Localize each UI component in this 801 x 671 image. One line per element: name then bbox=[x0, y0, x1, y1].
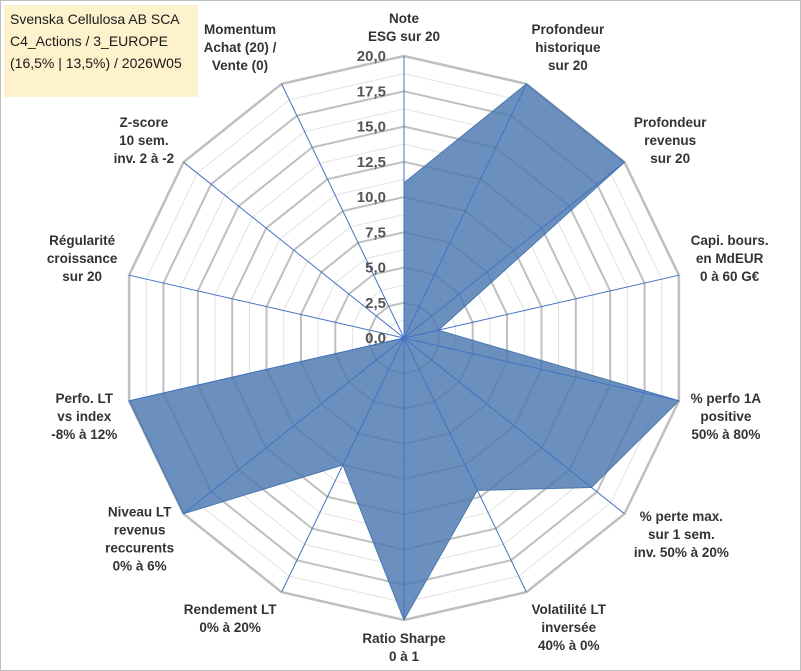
category-label-line: croissance bbox=[47, 251, 118, 266]
axis-spoke bbox=[403, 337, 527, 593]
axis-spoke bbox=[183, 337, 405, 515]
category-label-line: inv. 50% à 20% bbox=[634, 545, 729, 560]
category-label-line: Momentum bbox=[204, 22, 276, 37]
category-label: % perte max. sur 1 sem. inv. 50% à 20% bbox=[634, 509, 729, 560]
axis-spoke bbox=[403, 337, 680, 402]
category-label-line: Capi. bours. bbox=[691, 233, 769, 248]
category-label-line: 0 à 60 G€ bbox=[700, 269, 760, 284]
tick-label: 15,0 bbox=[357, 119, 386, 136]
category-label-line: sur 1 sem. bbox=[648, 527, 715, 542]
category-label-line: % perfo 1A bbox=[691, 391, 762, 406]
category-label-line: Perfo. LT bbox=[56, 391, 114, 406]
axis-spoke bbox=[128, 274, 405, 339]
category-label-line: 0% à 20% bbox=[199, 620, 261, 635]
category-label-line: Note bbox=[389, 11, 419, 26]
title-box: Svenska Cellulosa AB SCA C4_Actions / 3_… bbox=[4, 5, 198, 97]
axis-spoke bbox=[403, 161, 625, 339]
title-stats: (16,5% | 13,5%) / 2026W05 bbox=[10, 55, 182, 71]
category-label: Régularité croissance sur 20 bbox=[47, 233, 118, 284]
category-label-line: 0 à 1 bbox=[389, 649, 420, 664]
axis-spoke bbox=[403, 274, 680, 339]
category-label-line: 50% à 80% bbox=[691, 427, 760, 442]
category-label-line: positive bbox=[700, 409, 752, 424]
category-label-line: en MdEUR bbox=[696, 251, 764, 266]
category-label-line: historique bbox=[535, 40, 601, 55]
category-label-line: sur 20 bbox=[548, 58, 588, 73]
category-label: Rendement LT 0% à 20% bbox=[184, 602, 278, 635]
category-label-line: Achat (20) / bbox=[204, 40, 277, 55]
category-label-line: Volatilité LT bbox=[532, 602, 607, 617]
axis-spokes bbox=[128, 56, 680, 620]
axis-spoke bbox=[128, 337, 405, 402]
category-label-line: Régularité bbox=[49, 233, 116, 248]
category-label: Z-score 10 sem. inv. 2 à -2 bbox=[114, 115, 175, 166]
category-label-line: Ratio Sharpe bbox=[362, 631, 446, 646]
category-label: Niveau LT revenus reccurents 0% à 6% bbox=[105, 504, 174, 573]
category-label-line: revenus bbox=[114, 522, 166, 537]
tick-label: 12,5 bbox=[357, 154, 386, 171]
tick-labels: 0,0 2,5 5,0 7,5 10,0 12,5 15,0 17,5 20,0 bbox=[357, 48, 386, 347]
category-label-line: ESG sur 20 bbox=[368, 29, 440, 44]
category-label-line: Vente (0) bbox=[212, 58, 268, 73]
category-label-line: Niveau LT bbox=[108, 504, 172, 519]
category-label-line: Z-score bbox=[120, 115, 169, 130]
category-label-line: 40% à 0% bbox=[538, 638, 600, 653]
category-label-line: vs index bbox=[57, 409, 112, 424]
tick-label: 5,0 bbox=[365, 260, 386, 277]
category-label-line: sur 20 bbox=[650, 151, 690, 166]
axis-spoke bbox=[281, 83, 405, 339]
category-label: Momentum Achat (20) / Vente (0) bbox=[204, 22, 277, 73]
category-label: Note ESG sur 20 bbox=[368, 11, 440, 44]
axis-spoke bbox=[403, 337, 625, 515]
category-label-line: 10 sem. bbox=[119, 133, 169, 148]
category-label: Profondeur historique sur 20 bbox=[532, 22, 605, 73]
category-label-line: Rendement LT bbox=[184, 602, 278, 617]
category-label-line: inversée bbox=[541, 620, 596, 635]
category-label: Ratio Sharpe 0 à 1 bbox=[362, 631, 446, 664]
category-label: Perfo. LT vs index -8% à 12% bbox=[51, 391, 117, 442]
category-label-line: % perte max. bbox=[640, 509, 723, 524]
tick-label: 2,5 bbox=[365, 295, 386, 312]
title-company: Svenska Cellulosa AB SCA bbox=[10, 11, 180, 27]
tick-label: 10,0 bbox=[357, 189, 386, 206]
category-label-line: Profondeur bbox=[634, 115, 707, 130]
axis-spoke bbox=[183, 161, 405, 339]
tick-label: 20,0 bbox=[357, 48, 386, 65]
category-label: Volatilité LT inversée 40% à 0% bbox=[532, 602, 607, 653]
category-label-line: reccurents bbox=[105, 540, 174, 555]
category-label-line: revenus bbox=[644, 133, 696, 148]
title-portfolio: C4_Actions / 3_EUROPE bbox=[10, 33, 168, 49]
category-label-line: -8% à 12% bbox=[51, 427, 117, 442]
category-label-line: 0% à 6% bbox=[113, 558, 167, 573]
tick-label: 0,0 bbox=[365, 330, 386, 347]
category-label: Capi. bours. en MdEUR 0 à 60 G€ bbox=[691, 233, 769, 284]
axis-spoke bbox=[403, 83, 527, 339]
tick-label: 7,5 bbox=[365, 224, 386, 241]
category-label-line: Profondeur bbox=[532, 22, 605, 37]
tick-label: 17,5 bbox=[357, 83, 386, 100]
axis-spoke bbox=[281, 337, 405, 593]
category-labels: Note ESG sur 20 Profondeur historique sur 20… bbox=[47, 11, 769, 664]
category-label: % perfo 1A positive 50% à 80% bbox=[691, 391, 762, 442]
category-label-line: sur 20 bbox=[62, 269, 102, 284]
category-label: Profondeur revenus sur 20 bbox=[634, 115, 707, 166]
category-label-line: inv. 2 à -2 bbox=[114, 151, 175, 166]
